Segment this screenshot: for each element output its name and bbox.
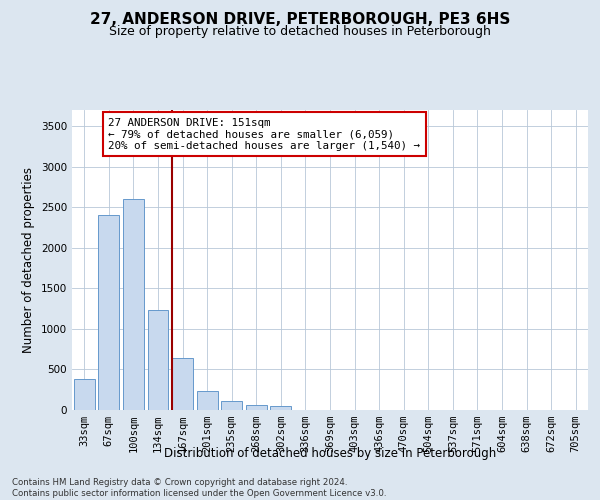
Text: Distribution of detached houses by size in Peterborough: Distribution of detached houses by size …: [164, 448, 496, 460]
Bar: [271, 406, 292, 410]
Bar: [74, 379, 95, 410]
Bar: [148, 310, 169, 410]
Text: 27 ANDERSON DRIVE: 151sqm
← 79% of detached houses are smaller (6,059)
20% of se: 27 ANDERSON DRIVE: 151sqm ← 79% of detac…: [108, 118, 420, 150]
Bar: [221, 402, 242, 410]
Bar: [197, 390, 218, 410]
Bar: [98, 216, 119, 410]
Text: Size of property relative to detached houses in Peterborough: Size of property relative to detached ho…: [109, 25, 491, 38]
Bar: [246, 405, 267, 410]
Y-axis label: Number of detached properties: Number of detached properties: [22, 167, 35, 353]
Bar: [123, 199, 144, 410]
Bar: [172, 358, 193, 410]
Text: Contains HM Land Registry data © Crown copyright and database right 2024.
Contai: Contains HM Land Registry data © Crown c…: [12, 478, 386, 498]
Text: 27, ANDERSON DRIVE, PETERBOROUGH, PE3 6HS: 27, ANDERSON DRIVE, PETERBOROUGH, PE3 6H…: [90, 12, 510, 28]
